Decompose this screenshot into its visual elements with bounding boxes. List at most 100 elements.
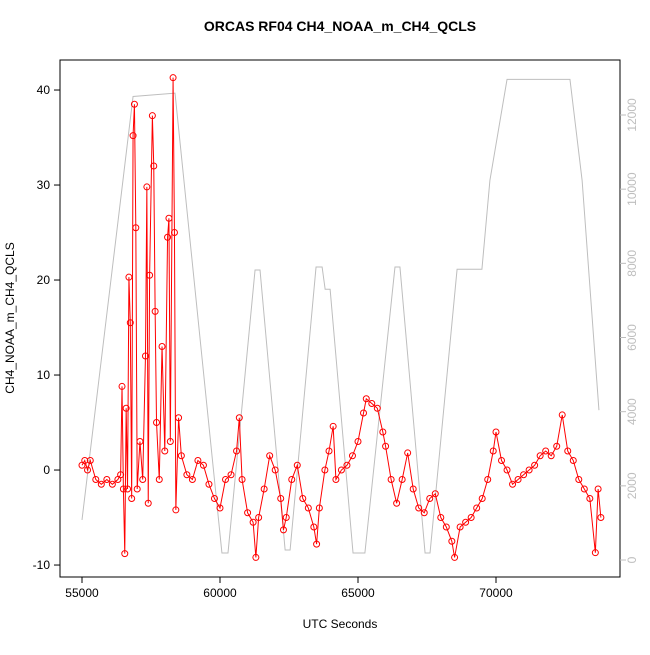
data-point [489,447,497,455]
data-point [170,229,178,237]
data-point [398,476,406,484]
data-point [141,352,149,360]
data-point [194,457,202,465]
data-point [484,476,492,484]
data-point [235,414,243,422]
data-point [354,438,362,446]
data-point [467,514,475,522]
data-point [586,495,594,503]
data-point [227,471,235,479]
data-point [360,409,368,417]
data-point [329,422,337,430]
data-point [136,438,144,446]
data-point [252,553,260,561]
y-tick-label: 10 [37,368,51,382]
data-point [199,461,207,469]
data-point [536,452,544,460]
data-point [255,514,263,522]
data-point [288,476,296,484]
data-point [547,452,555,460]
data-point [169,74,177,82]
data-point [442,523,450,531]
data-point [437,514,445,522]
data-point [153,419,161,427]
data-point [143,183,151,191]
data-line [81,77,602,558]
data-point [325,447,333,455]
data-point [293,461,301,469]
data-point [591,549,599,557]
data-point [205,480,213,488]
data-point [97,480,105,488]
data-point [509,480,517,488]
y-tick-label: -10 [33,558,51,572]
data-point [362,395,370,403]
chart-title: ORCAS RF04 CH4_NOAA_m_CH4_QCLS [204,18,476,34]
data-point [233,447,241,455]
data-point [531,461,539,469]
data-point [183,471,191,479]
data-point [575,476,583,484]
data-point [313,540,321,548]
plot-frame [59,59,621,578]
data-point [117,471,125,479]
data-point [121,550,129,558]
data-point [216,504,224,512]
data-point [393,499,401,507]
data-point [165,214,173,222]
data-point [569,457,577,465]
y-tick-label: 0 [43,463,50,477]
data-point [315,504,323,512]
y2-tick-label: 4000 [625,398,639,425]
data-point [426,495,434,503]
data-point [155,476,163,484]
data-point [514,476,522,484]
data-point [150,162,158,170]
data-point [321,466,329,474]
data-point [244,509,252,517]
data-point [503,466,511,474]
data-point [597,514,605,522]
data-point [409,485,417,493]
data-point [108,480,116,488]
data-point [188,476,196,484]
data-point [279,526,287,534]
data-point [492,428,500,436]
data-line [81,78,600,554]
data-point [118,382,126,390]
data-point [119,485,127,493]
data-point [222,476,230,484]
y2-tick-label: 12000 [625,98,639,132]
data-point [520,471,528,479]
x-tick-label: 70000 [479,586,513,600]
data-point [580,485,588,493]
data-point [348,452,356,460]
y2-tick-label: 10000 [625,172,639,206]
data-point [129,132,137,140]
data-point [542,447,550,455]
data-point [420,509,428,517]
y2-tick-label: 0 [625,556,639,563]
data-point [415,504,423,512]
data-point [122,404,130,412]
data-point [166,438,174,446]
y2-tick-label: 6000 [625,324,639,351]
data-point [103,476,111,484]
data-point [128,495,136,503]
data-point [177,452,185,460]
data-point [564,447,572,455]
data-point [594,485,602,493]
data-point [158,343,166,351]
data-point [172,506,180,514]
data-point [139,476,147,484]
x-axis-label: UTC Seconds [303,617,378,631]
data-point [210,495,218,503]
data-point [373,404,381,412]
data-point [84,466,92,474]
x-tick-label: 65000 [341,586,375,600]
data-point [260,485,268,493]
data-point [498,457,506,465]
data-point [164,233,172,241]
data-point [387,476,395,484]
data-point [473,504,481,512]
